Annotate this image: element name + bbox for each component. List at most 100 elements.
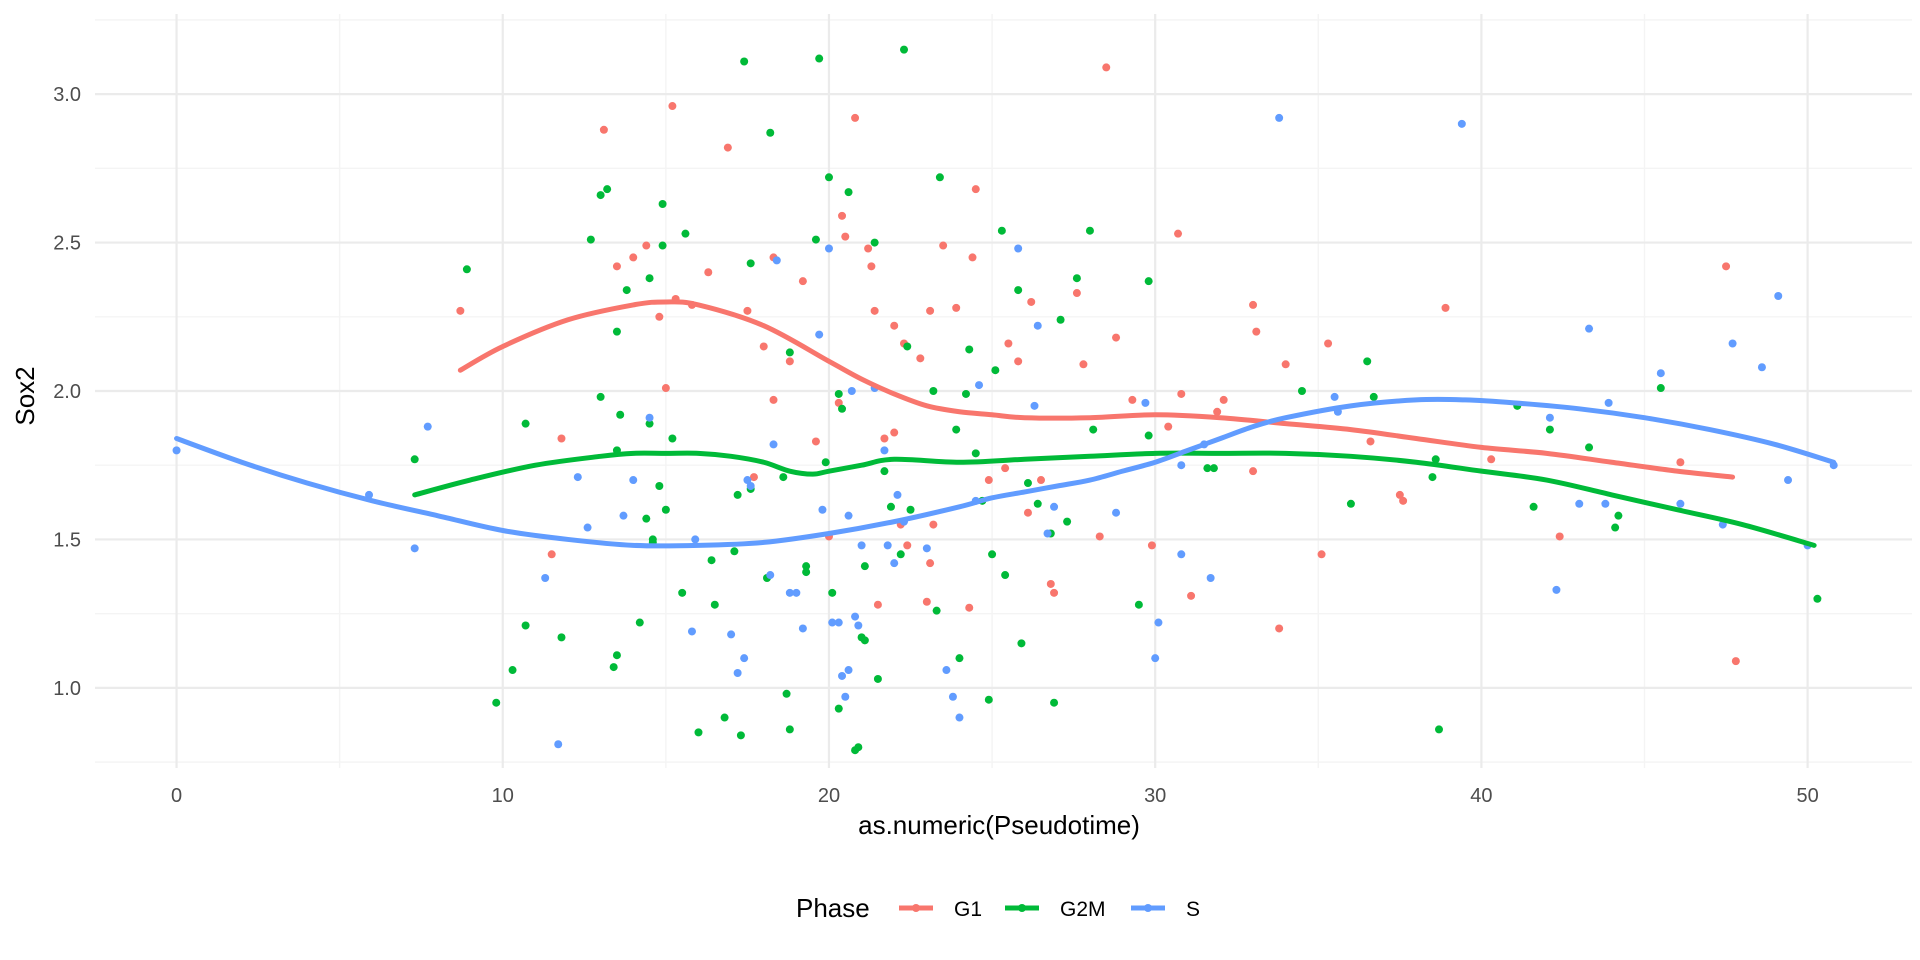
point-s xyxy=(851,612,860,621)
point-s xyxy=(619,511,628,520)
point-g2m xyxy=(586,235,595,244)
point-s xyxy=(838,671,847,680)
scatter-points xyxy=(172,45,1838,755)
point-g2m xyxy=(1585,443,1594,452)
point-s xyxy=(1728,339,1737,348)
point-g2m xyxy=(645,419,654,428)
point-g1 xyxy=(922,597,931,606)
point-s xyxy=(844,511,853,520)
point-g2m xyxy=(834,389,843,398)
point-s xyxy=(893,490,902,499)
point-g1 xyxy=(798,277,807,286)
point-g2m xyxy=(730,547,739,556)
point-g2m xyxy=(824,173,833,182)
point-g1 xyxy=(929,520,938,529)
point-g2m xyxy=(932,606,941,615)
point-g2m xyxy=(903,342,912,351)
smooth-line-g2m xyxy=(412,450,1817,548)
point-g1 xyxy=(926,306,935,315)
point-s xyxy=(890,559,899,568)
point-g2m xyxy=(655,481,664,490)
point-g1 xyxy=(864,244,873,253)
point-s xyxy=(847,387,856,395)
point-g2m xyxy=(935,173,944,182)
point-g2m xyxy=(733,490,742,499)
y-tick-label: 1.5 xyxy=(53,529,81,551)
point-g1 xyxy=(1187,591,1196,600)
y-tick-label: 3.0 xyxy=(53,84,81,106)
point-s xyxy=(583,523,592,532)
point-g2m xyxy=(785,725,794,734)
point-g1 xyxy=(851,113,860,122)
point-s xyxy=(1457,119,1466,128)
point-g2m xyxy=(1297,387,1306,395)
point-g1 xyxy=(1027,297,1036,306)
point-s xyxy=(1676,499,1685,508)
legend-key-point-g2m xyxy=(1018,904,1026,912)
point-g2m xyxy=(746,259,755,268)
point-g1 xyxy=(1275,624,1284,633)
point-s xyxy=(798,624,807,633)
point-g2m xyxy=(521,621,530,630)
point-s xyxy=(1030,401,1039,410)
point-s xyxy=(792,588,801,597)
point-g2m xyxy=(929,387,938,395)
point-g2m xyxy=(900,45,909,54)
point-g1 xyxy=(1177,389,1186,398)
point-g2m xyxy=(678,588,687,597)
point-g2m xyxy=(645,274,654,283)
point-g2m xyxy=(492,698,501,707)
point-g2m xyxy=(779,473,788,482)
legend-key-point-s xyxy=(1144,904,1152,912)
point-g1 xyxy=(939,241,948,250)
legend: Phase G1 G2M S xyxy=(796,893,1200,923)
point-s xyxy=(1656,369,1665,378)
point-s xyxy=(1033,321,1042,330)
point-g1 xyxy=(1001,464,1010,473)
point-g1 xyxy=(1366,437,1375,446)
point-s xyxy=(410,544,419,553)
point-s xyxy=(1604,398,1613,407)
point-g2m xyxy=(1001,571,1010,580)
legend-key-point-g1 xyxy=(912,904,920,912)
point-g1 xyxy=(759,342,768,351)
point-s xyxy=(841,692,850,701)
point-g2m xyxy=(873,674,882,683)
point-s xyxy=(818,505,827,514)
x-axis-title: as.numeric(Pseudotime) xyxy=(858,810,1140,840)
x-axis-tick-labels: 0 10 20 30 40 50 xyxy=(171,785,1819,807)
point-g2m xyxy=(1203,464,1212,473)
point-g2m xyxy=(635,618,644,627)
point-g1 xyxy=(968,253,977,262)
point-s xyxy=(844,666,853,675)
point-g1 xyxy=(1219,395,1228,404)
point-s xyxy=(834,618,843,627)
point-g2m xyxy=(880,467,889,476)
point-s xyxy=(1206,574,1215,583)
point-s xyxy=(687,627,696,636)
point-s xyxy=(1043,529,1052,538)
point-s xyxy=(948,692,957,701)
point-s xyxy=(880,446,889,455)
point-g1 xyxy=(1555,532,1564,541)
point-g1 xyxy=(1174,229,1183,238)
x-tick-label: 40 xyxy=(1470,785,1492,807)
point-g1 xyxy=(873,600,882,609)
point-g2m xyxy=(1431,455,1440,464)
point-g1 xyxy=(1281,360,1290,369)
point-g2m xyxy=(782,689,791,698)
point-g2m xyxy=(612,327,621,336)
point-g2m xyxy=(838,404,847,413)
point-g1 xyxy=(1213,407,1222,416)
point-g1 xyxy=(1037,476,1046,485)
point-g2m xyxy=(1428,473,1437,482)
point-g2m xyxy=(952,425,961,434)
point-g2m xyxy=(1209,464,1218,473)
point-g2m xyxy=(785,348,794,357)
point-g1 xyxy=(867,262,876,271)
point-g1 xyxy=(890,428,899,437)
point-g2m xyxy=(802,562,811,571)
point-g1 xyxy=(841,232,850,241)
point-s xyxy=(554,740,563,749)
